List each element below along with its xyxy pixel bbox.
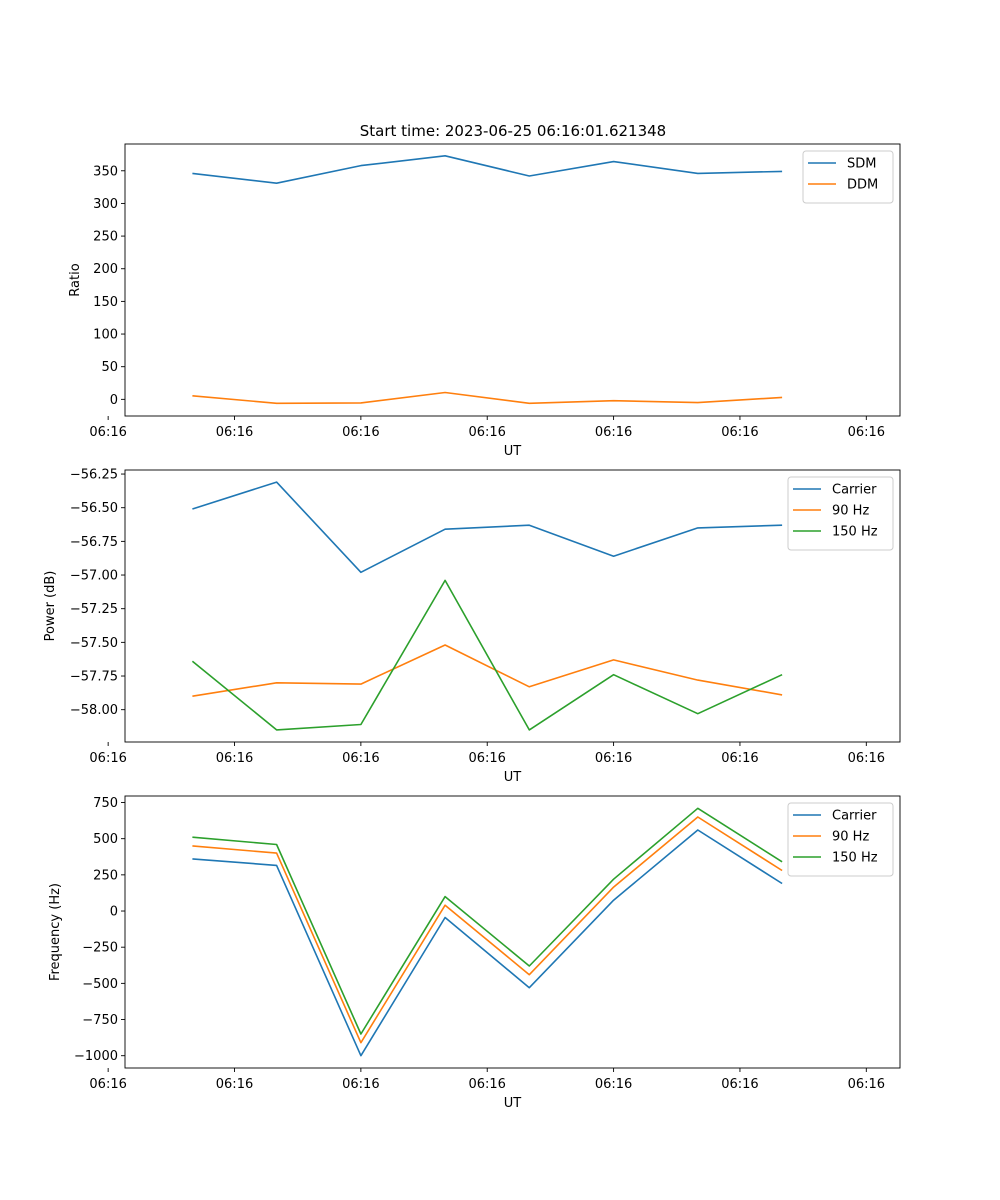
y-tick-label: −500 <box>82 977 118 992</box>
x-tick-label: 06:16 <box>721 425 758 440</box>
plot-frame <box>124 469 901 743</box>
x-tick-label: 06:16 <box>89 1077 126 1092</box>
legend: Carrier 90 Hz 150 Hz <box>787 802 894 877</box>
y-axis-label: Frequency (Hz) <box>48 883 63 981</box>
y-tick-label: 300 <box>93 197 118 212</box>
x-tick-label: 06:16 <box>468 751 505 766</box>
legend-label: Carrier <box>832 809 877 824</box>
legend-box <box>802 150 894 204</box>
x-axis-label: UT <box>504 1096 522 1111</box>
x-tick-label: 06:16 <box>595 425 632 440</box>
y-tick-label: 100 <box>93 328 118 343</box>
chart-panel-2: 06:16 06:16 06:16 06:16 06:16 06:16 06:16 −58.0… <box>43 468 901 785</box>
x-tick-label: 06:16 <box>342 1077 379 1092</box>
legend-label: 150 Hz <box>832 525 878 540</box>
y-tick-label: 350 <box>93 164 118 179</box>
legend-label: 150 Hz <box>832 851 878 866</box>
legend-label: SDM <box>847 157 876 172</box>
x-tick-label: 06:16 <box>721 1077 758 1092</box>
x-tick-label: 06:16 <box>595 751 632 766</box>
plot-frame <box>124 795 901 1069</box>
legend: Carrier 90 Hz 150 Hz <box>787 476 894 551</box>
y-tick-label: 0 <box>110 905 118 920</box>
y-tick-label: −57.75 <box>70 670 118 685</box>
y-tick-label: 150 <box>93 295 118 310</box>
legend-label: 90 Hz <box>832 504 869 519</box>
y-tick-label: 750 <box>93 796 118 811</box>
x-tick-label: 06:16 <box>468 1077 505 1092</box>
y-tick-label: −56.25 <box>70 468 118 483</box>
series-line-90-hz <box>192 644 783 697</box>
y-tick-label: −56.75 <box>70 535 118 550</box>
y-tick-label: −57.00 <box>70 569 118 584</box>
x-tick-label: 06:16 <box>216 425 253 440</box>
chart-panel-3: 06:16 06:16 06:16 06:16 06:16 06:16 06:16 −1000… <box>48 795 901 1111</box>
y-tick-label: 0 <box>110 393 118 408</box>
y-tick-label: −57.50 <box>70 636 118 651</box>
y-tick-label: −57.25 <box>70 602 118 617</box>
y-tick-label: −750 <box>82 1013 118 1028</box>
series-line-150-hz <box>192 807 783 1035</box>
y-tick-label: −1000 <box>74 1049 118 1064</box>
legend-label: 90 Hz <box>832 830 869 845</box>
x-tick-label: 06:16 <box>89 425 126 440</box>
x-tick-label: 06:16 <box>216 1077 253 1092</box>
series-line-90-hz <box>192 816 783 1044</box>
x-tick-label: 06:16 <box>721 751 758 766</box>
x-tick-label: 06:16 <box>89 751 126 766</box>
legend: SDM DDM <box>802 150 894 204</box>
y-tick-label: 250 <box>93 868 118 883</box>
series-line-carrier <box>192 481 783 574</box>
chart-title: Start time: 2023-06-25 06:16:01.621348 <box>360 122 666 140</box>
chart-panel-1: 06:16 06:16 06:16 06:16 06:16 06:16 06:16 0 50 10… <box>68 143 901 459</box>
y-tick-label: 250 <box>93 230 118 245</box>
y-tick-label: 50 <box>101 360 118 375</box>
y-tick-label: 500 <box>93 832 118 847</box>
x-tick-label: 06:16 <box>342 751 379 766</box>
x-tick-label: 06:16 <box>216 751 253 766</box>
y-tick-label: −56.50 <box>70 501 118 516</box>
x-tick-label: 06:16 <box>595 1077 632 1092</box>
y-axis-label: Power (dB) <box>43 571 58 642</box>
y-tick-label: −250 <box>82 941 118 956</box>
x-axis-label: UT <box>504 770 522 785</box>
x-tick-label: 06:16 <box>468 425 505 440</box>
x-tick-label: 06:16 <box>848 425 885 440</box>
x-axis-label: UT <box>504 444 522 459</box>
chart-panels: 06:16 06:16 06:16 06:16 06:16 06:16 06:16 0 50 10… <box>43 143 901 1111</box>
series-line-carrier <box>192 829 783 1057</box>
x-tick-label: 06:16 <box>848 751 885 766</box>
series-line-ddm <box>192 391 783 405</box>
y-tick-label: −58.00 <box>70 703 118 718</box>
x-tick-label: 06:16 <box>848 1077 885 1092</box>
legend-label: Carrier <box>832 483 877 498</box>
series-line-sdm <box>192 155 783 184</box>
y-axis-label: Ratio <box>68 263 83 296</box>
series-line-150-hz <box>191 579 783 731</box>
plot-frame <box>124 143 901 417</box>
legend-label: DDM <box>847 178 878 193</box>
x-tick-label: 06:16 <box>342 425 379 440</box>
y-tick-label: 200 <box>93 262 118 277</box>
